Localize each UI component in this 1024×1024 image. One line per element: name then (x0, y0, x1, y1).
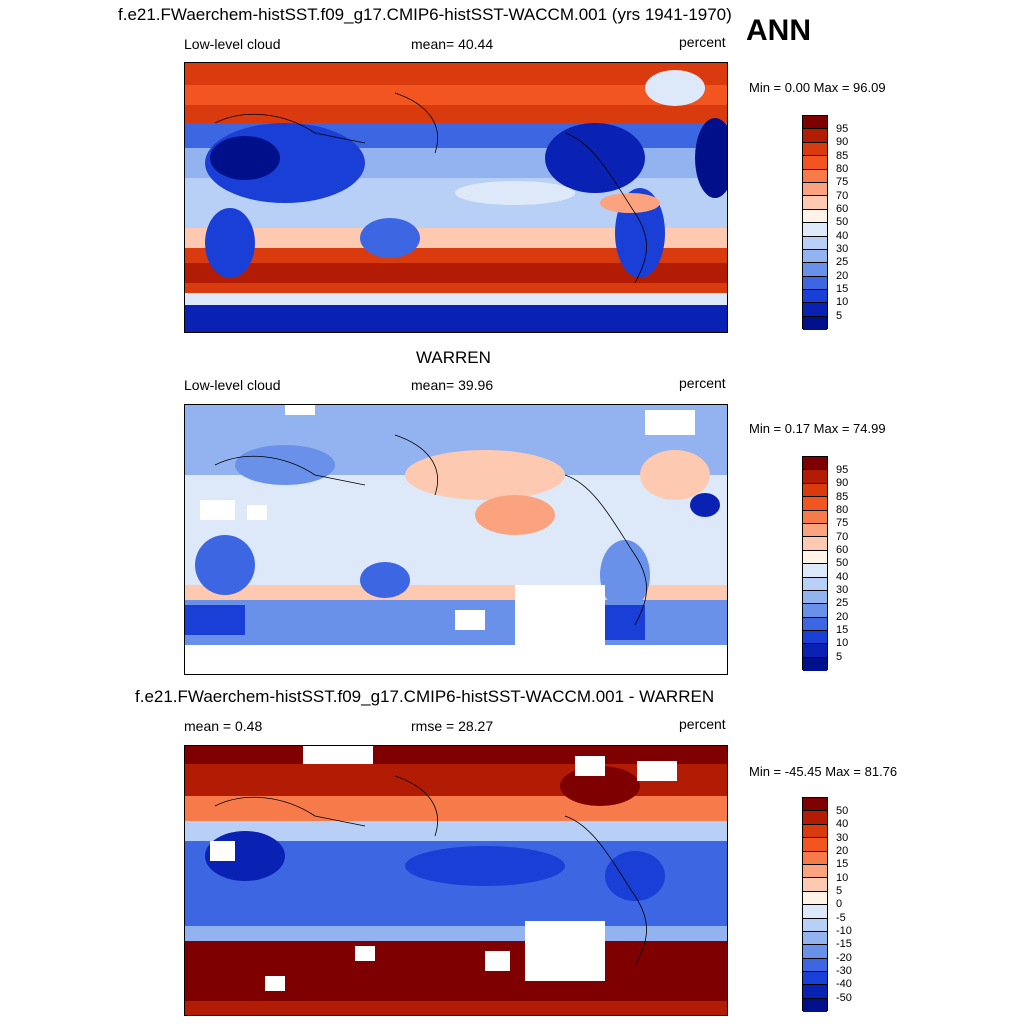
panel2-colorbar-label: 60 (836, 544, 849, 556)
panel3-colorbar-label: 30 (836, 832, 849, 844)
panel3-colorbar-label: -15 (836, 938, 852, 950)
panel3-colorbar-label: -30 (836, 965, 852, 977)
panel3-colorbar-label: 40 (836, 818, 849, 830)
panel2-colorbar-label: 75 (836, 517, 849, 529)
panel2-title: WARREN (416, 348, 491, 367)
panel2-colorbar-label: 80 (836, 504, 849, 516)
panel1-colorbar-label: 25 (836, 256, 849, 268)
panel2-colorbar-label: 15 (836, 624, 849, 636)
panel2-colorbar-label: 85 (836, 491, 849, 503)
panel1-colorbar-label: 75 (836, 176, 849, 188)
panel1-colorbar-label: 10 (836, 296, 849, 308)
panel2-colorbar-label: 25 (836, 597, 849, 609)
panel3-colorbar-label: 0 (836, 898, 843, 910)
panel1-colorbar (802, 115, 828, 331)
panel2-colorbar-label: 40 (836, 571, 849, 583)
panel1-minmax-label: Min = 0.00 Max = 96.09 (749, 80, 886, 95)
panel1-colorbar-label: 20 (836, 270, 849, 282)
panel1-colorbar-label: 80 (836, 163, 849, 175)
panel3-colorbar-label: 5 (836, 885, 843, 897)
panel1-mean-label: mean= 40.44 (411, 36, 494, 52)
panel3-map-field (185, 746, 727, 1015)
panel1-colorbar-label: 5 (836, 310, 843, 322)
panel1-colorbar-label: 40 (836, 230, 849, 242)
panel1-colorbar-label: 60 (836, 203, 849, 215)
panel3-colorbar-label: 20 (836, 845, 849, 857)
panel3-units-label: percent (679, 716, 726, 732)
season-label: ANN (746, 14, 811, 47)
panel2-variable-label: Low-level cloud (184, 377, 281, 393)
panel1-colorbar-label: 85 (836, 150, 849, 162)
panel2-colorbar-label: 95 (836, 464, 849, 476)
panel1-title: f.e21.FWaerchem-histSST.f09_g17.CMIP6-hi… (118, 5, 732, 24)
panel2-mean-label: mean= 39.96 (411, 377, 494, 393)
panel3-colorbar-label: -5 (836, 912, 846, 924)
panel2-units-label: percent (679, 375, 726, 391)
panel3-rmse-label: rmse = 28.27 (411, 718, 494, 734)
panel3-colorbar-label: 15 (836, 858, 849, 870)
panel1-map (184, 62, 728, 333)
panel3-map (184, 745, 728, 1016)
panel3-mean-label: mean = 0.48 (184, 718, 263, 734)
panel3-colorbar-label: 50 (836, 805, 849, 817)
panel2-colorbar-label: 50 (836, 557, 849, 569)
panel3-colorbar-label: -20 (836, 952, 852, 964)
panel2-map (184, 404, 728, 675)
panel2-colorbar-label: 20 (836, 611, 849, 623)
panel1-colorbar-label: 30 (836, 243, 849, 255)
panel3-title: f.e21.FWaerchem-histSST.f09_g17.CMIP6-hi… (135, 687, 715, 706)
panel1-colorbar-label: 70 (836, 190, 849, 202)
panel3-minmax-label: Min = -45.45 Max = 81.76 (749, 764, 898, 779)
panel3-colorbar-label: -50 (836, 992, 852, 1004)
panel2-colorbar (802, 456, 828, 672)
panel1-units-label: percent (679, 34, 726, 50)
panel1-colorbar-label: 95 (836, 123, 849, 135)
panel1-colorbar-label: 50 (836, 216, 849, 228)
panel2-colorbar-label: 30 (836, 584, 849, 596)
panel2-minmax-label: Min = 0.17 Max = 74.99 (749, 421, 886, 436)
panel3-colorbar-label: 10 (836, 872, 849, 884)
panel1-colorbar-label: 15 (836, 283, 849, 295)
panel3-colorbar-label: -40 (836, 978, 852, 990)
panel2-colorbar-label: 90 (836, 477, 849, 489)
panel2-colorbar-label: 10 (836, 637, 849, 649)
panel1-map-field (185, 63, 727, 332)
panel3-colorbar (802, 797, 828, 1013)
panel1-variable-label: Low-level cloud (184, 36, 281, 52)
panel1-colorbar-label: 90 (836, 136, 849, 148)
panel2-map-field (185, 405, 727, 674)
panel2-colorbar-label: 70 (836, 531, 849, 543)
panel2-colorbar-label: 5 (836, 651, 843, 663)
panel3-colorbar-label: -10 (836, 925, 852, 937)
